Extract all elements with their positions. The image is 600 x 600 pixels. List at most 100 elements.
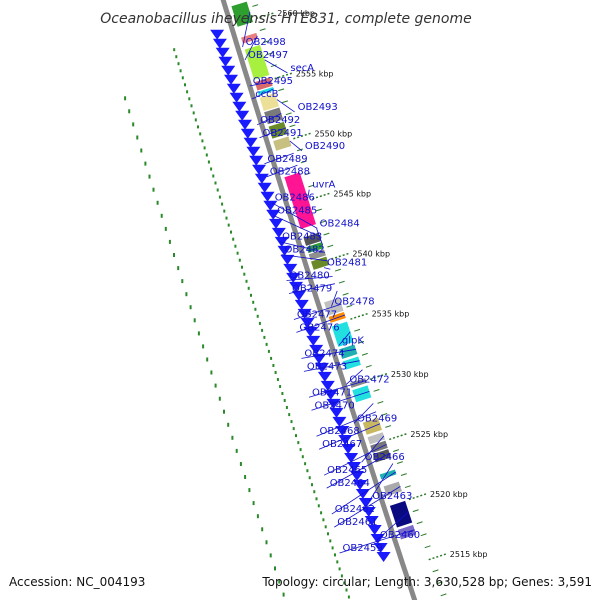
tick-mark — [369, 373, 388, 381]
tick-mark — [389, 433, 407, 441]
strand-arrow — [289, 281, 304, 292]
skew-dot — [279, 385, 282, 388]
skew-dash — [173, 253, 175, 257]
skew-dot — [347, 595, 350, 599]
skew-dot — [261, 328, 264, 332]
minor-tick — [278, 88, 285, 92]
skew-dot — [192, 111, 195, 115]
genome-backbone — [220, 0, 418, 600]
skew-dot — [274, 371, 277, 374]
gene-leader — [271, 202, 318, 229]
minor-tick — [289, 124, 296, 128]
skew-dot — [336, 560, 339, 564]
gene-leader — [288, 283, 335, 294]
skew-dash — [160, 213, 163, 218]
skew-dot — [299, 448, 302, 452]
minor-tick — [365, 364, 372, 368]
gene-label: OB2485 — [277, 206, 317, 217]
minor-tick — [346, 304, 353, 308]
skew-dash — [140, 148, 143, 153]
gene-label: secA — [290, 63, 314, 74]
skew-dash — [265, 540, 268, 545]
gene-OB2473 — [342, 356, 361, 370]
skew-dash — [132, 122, 135, 127]
skew-dot — [308, 476, 311, 480]
strand-arrow — [294, 299, 309, 310]
tick-label: 2545 kbp — [333, 190, 371, 199]
gene-label: OB2477 — [297, 310, 337, 321]
gene-leader — [323, 443, 387, 476]
strand-arrow — [291, 290, 306, 301]
gene-leader — [334, 486, 401, 528]
skew-dot — [179, 69, 182, 73]
gene-leader — [376, 511, 409, 541]
strand-arrow — [297, 308, 312, 319]
gene-leader — [264, 59, 288, 74]
gene-label: OB2498 — [246, 37, 286, 48]
skew-dot — [205, 153, 208, 157]
gene-OB2493 — [259, 93, 280, 112]
skew-dash — [156, 200, 159, 205]
gene-leader — [303, 360, 360, 372]
skew-dash — [206, 357, 209, 362]
gene-leader — [279, 241, 325, 253]
gene-label: OB2476 — [299, 322, 339, 333]
strand-arrow — [286, 272, 301, 283]
skew-dot — [247, 286, 250, 290]
strand-arrow — [335, 425, 350, 436]
gene-label: glpK — [342, 335, 364, 346]
minor-tick — [327, 244, 334, 248]
minor-tick — [270, 64, 277, 68]
tick-mark — [331, 252, 349, 260]
strand-arrow — [344, 452, 359, 463]
gene-label: OB2481 — [327, 258, 367, 269]
gene-OB2463 — [376, 459, 395, 473]
skew-dot — [197, 125, 199, 129]
minor-tick — [385, 425, 392, 428]
gene-cccB — [257, 87, 275, 96]
minor-tick — [396, 461, 403, 464]
skew-dot — [324, 525, 327, 529]
strand-arrow — [224, 74, 239, 85]
skew-dot — [263, 335, 266, 339]
skew-dash — [278, 579, 281, 584]
strand-arrow — [332, 416, 347, 427]
skew-dot — [292, 427, 295, 431]
gene-OB2469 — [356, 399, 375, 412]
skew-dot — [230, 230, 232, 234]
gene-label: OB2466 — [365, 452, 405, 463]
gene-OB2479 — [318, 280, 336, 292]
gene-leader — [242, 11, 251, 48]
skew-dot — [199, 132, 202, 136]
gene-label: OB2489 — [267, 154, 307, 165]
minor-tick — [315, 208, 322, 212]
gene-label: OB2497 — [248, 50, 288, 61]
skew-dot — [175, 55, 178, 59]
strand-arrow — [306, 335, 321, 346]
gene-label: OB2483 — [282, 232, 322, 243]
skew-dash — [177, 266, 180, 271]
tick-mark — [255, 12, 274, 20]
gene-OB2482 — [311, 256, 329, 270]
gene-label: OB2461 — [337, 517, 377, 528]
skew-dot — [340, 574, 343, 578]
backbone-line — [220, 0, 418, 600]
skew-dot — [322, 518, 325, 522]
gene-label: OB2471 — [312, 387, 352, 398]
skew-dot — [345, 588, 348, 592]
strand-arrow — [212, 38, 227, 49]
gene-label: uvrA — [312, 180, 335, 191]
gene-label: OB2488 — [270, 167, 310, 178]
minor-tick — [381, 413, 388, 416]
gene-leader — [346, 369, 363, 385]
gene-OB2486 — [301, 225, 319, 237]
gene-label: OB2472 — [349, 374, 389, 385]
gene-label: OB2473 — [307, 361, 347, 372]
minor-tick — [323, 232, 330, 236]
gene-OB2492 — [264, 107, 284, 125]
skew-dot — [331, 546, 334, 550]
skew-dot — [327, 532, 329, 536]
strand-arrow — [232, 101, 247, 112]
tick-label: 2525 kbp — [410, 430, 448, 439]
